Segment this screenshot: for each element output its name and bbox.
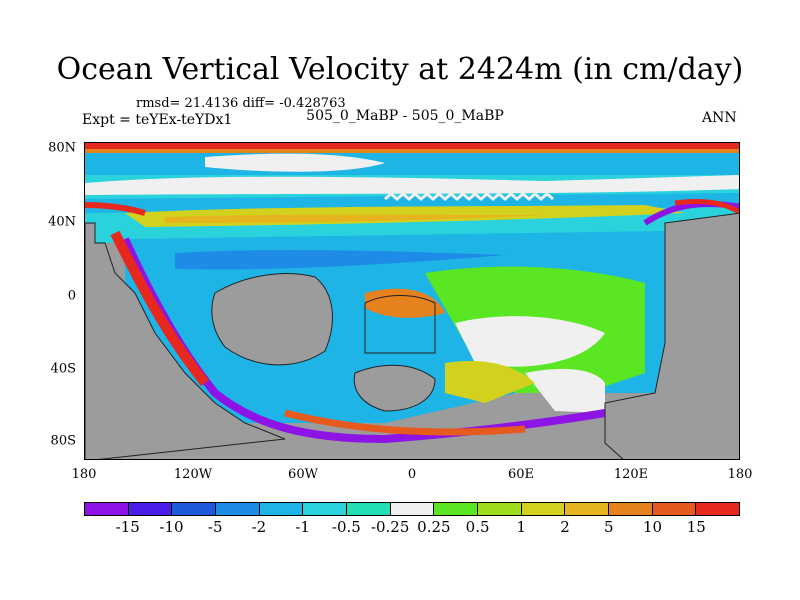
tropical-orange-patch xyxy=(365,288,445,318)
case-label: 505_0_MaBP - 505_0_MaBP xyxy=(306,108,504,124)
colorbar-label: -1 xyxy=(295,518,310,536)
colorbar-segment xyxy=(303,503,348,515)
y-label-80s: 80S xyxy=(50,433,76,449)
colorbar-label: -15 xyxy=(115,518,140,536)
x-label-180e: 180 xyxy=(727,467,753,482)
east-continent xyxy=(604,212,739,459)
colorbar-label: 2 xyxy=(560,518,570,536)
arctic-orange-band xyxy=(85,149,739,153)
x-label-60e: 60E xyxy=(507,467,535,482)
central-continent-east xyxy=(364,295,436,354)
tropical-yellow-patch xyxy=(445,361,535,403)
plot-title: Ocean Vertical Velocity at 2424m (in cm/… xyxy=(56,52,744,87)
south-red-rim xyxy=(284,409,526,436)
arctic-red-edge xyxy=(85,143,739,149)
north-wave-line xyxy=(384,192,554,201)
experiment-label: Expt = teYEx-teYDx1 xyxy=(82,112,233,128)
y-label-40s: 40S xyxy=(50,361,76,377)
colorbar-label: 0.5 xyxy=(465,518,490,536)
north-white-patch xyxy=(205,153,385,172)
colorbar-label: -0.25 xyxy=(370,518,410,536)
colorbar-segment xyxy=(652,503,697,515)
east-red-rim xyxy=(674,198,739,215)
colorbar-segment xyxy=(434,503,479,515)
x-label-60w: 60W xyxy=(288,467,318,482)
colorbar-segment xyxy=(259,503,304,515)
x-label-120e: 120E xyxy=(613,467,649,482)
rmsd-diff-stats: rmsd= 21.4136 diff= -0.428763 xyxy=(136,96,346,111)
velocity-map xyxy=(84,142,740,460)
colorbar-segment xyxy=(521,503,566,515)
x-label-180w: 180 xyxy=(71,467,97,482)
arctic-blue-band xyxy=(85,153,739,175)
colorbar-segment xyxy=(85,503,129,515)
southern-white-patch xyxy=(525,368,605,413)
x-label-0: 0 xyxy=(407,467,417,482)
midlat-orange-band xyxy=(165,214,545,223)
colorbar-segment xyxy=(565,503,610,515)
y-label-0: 0 xyxy=(67,288,76,304)
basin-red-rim xyxy=(110,230,209,387)
tropical-blue-patch xyxy=(175,249,505,270)
colorbar-segment xyxy=(216,503,260,515)
colorbar xyxy=(84,502,740,516)
colorbar-label: 1 xyxy=(516,518,527,536)
land-masses xyxy=(85,212,739,459)
northwest-red-rim xyxy=(85,202,146,216)
west-continent xyxy=(85,222,286,459)
tropical-white-patch xyxy=(455,316,605,367)
colorbar-segment xyxy=(478,503,522,515)
central-continent-south xyxy=(353,364,436,412)
x-label-120w: 120W xyxy=(173,467,213,482)
colorbar-label: 10 xyxy=(642,518,663,536)
colorbar-segment xyxy=(390,503,435,515)
colorbar-label: -2 xyxy=(251,518,267,536)
colorbar-segment xyxy=(609,503,653,515)
north-white-strip xyxy=(85,175,739,195)
colorbar-segment xyxy=(128,503,173,515)
colorbar-segment xyxy=(696,503,740,515)
colorbar-label: 5 xyxy=(604,518,614,536)
map-canvas xyxy=(85,143,739,459)
colorbar-label: -0.5 xyxy=(331,518,361,536)
colorbar-label: -10 xyxy=(159,518,184,536)
colorbar-label: 0.25 xyxy=(417,518,451,536)
season-label: ANN xyxy=(702,110,737,126)
colorbar-segment xyxy=(172,503,217,515)
colorbar-segment xyxy=(347,503,391,515)
colorbar-label: 15 xyxy=(686,518,706,536)
colorbar-label: -5 xyxy=(207,518,223,536)
y-label-80n: 80N xyxy=(48,140,76,156)
central-continent-west xyxy=(211,273,333,366)
y-label-40n: 40N xyxy=(48,214,76,230)
